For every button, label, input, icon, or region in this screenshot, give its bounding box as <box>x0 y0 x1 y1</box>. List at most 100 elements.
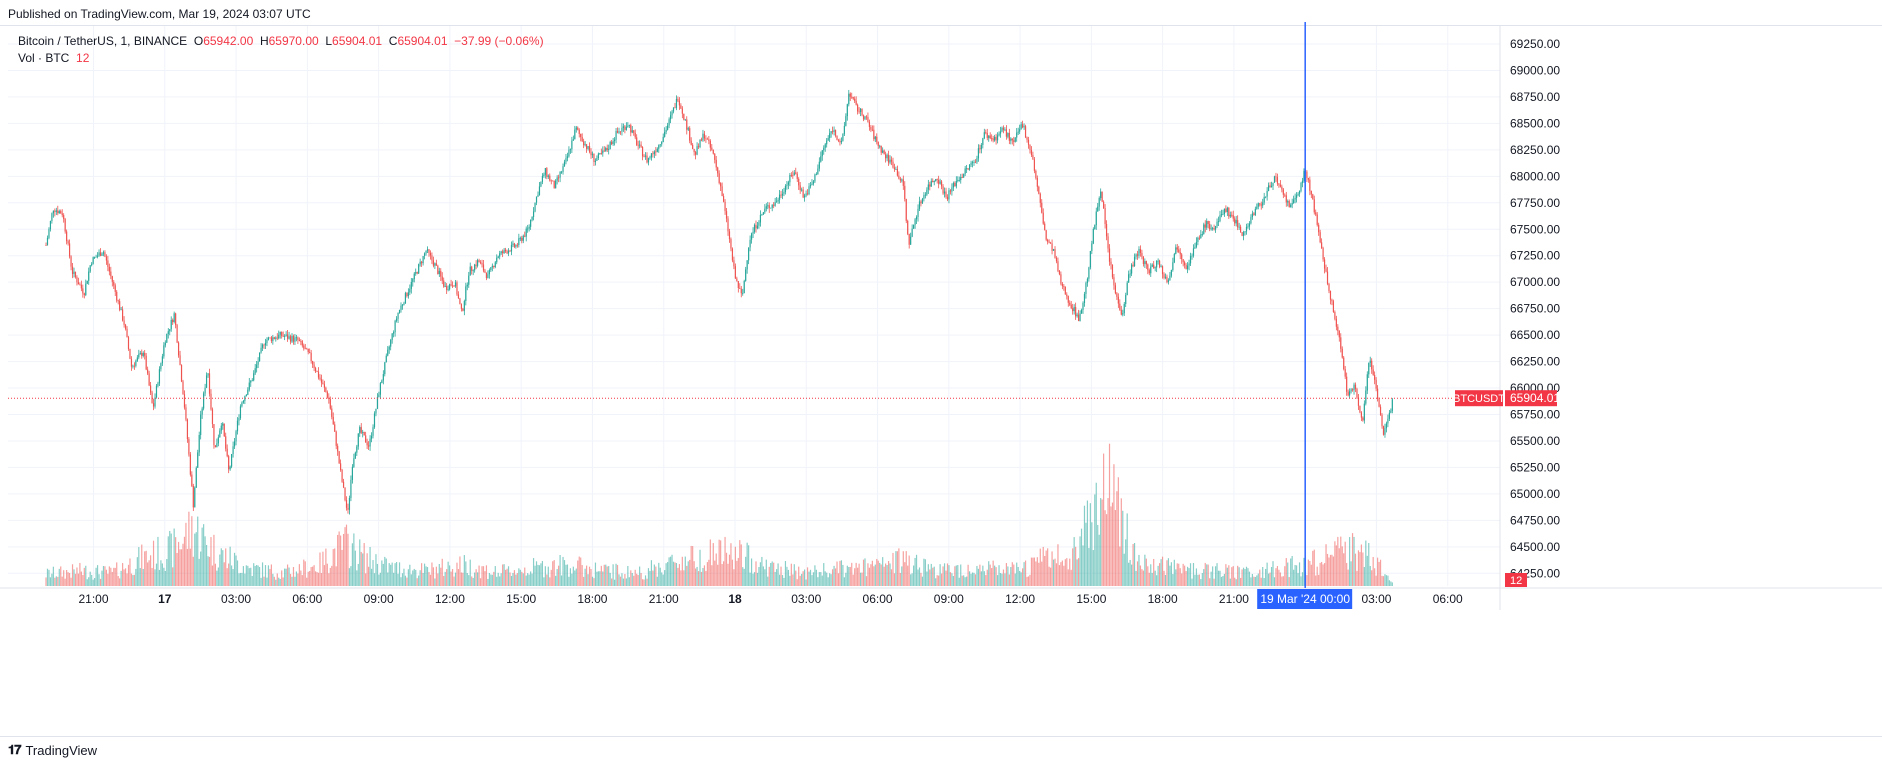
volume-bar <box>1346 562 1348 586</box>
candle-body <box>297 337 299 340</box>
volume-bar <box>329 567 331 586</box>
symbol-title[interactable]: Bitcoin / TetherUS, 1, BINANCE <box>18 34 188 48</box>
candle-body <box>774 202 776 206</box>
volume-bar <box>908 555 910 586</box>
candle-body <box>876 136 878 142</box>
volume-bar <box>260 577 262 586</box>
volume-bar <box>540 563 542 586</box>
volume-bar <box>559 555 561 586</box>
volume-bar <box>1153 558 1155 586</box>
candle-body <box>373 413 376 428</box>
volume-bar <box>494 566 496 586</box>
candle-body <box>217 437 219 444</box>
candle-body <box>849 93 851 97</box>
volume-bar <box>200 551 202 586</box>
volume-bar <box>120 570 122 586</box>
candle-body <box>354 452 356 459</box>
candle-body <box>1323 259 1326 269</box>
candle-body <box>871 129 873 131</box>
volume-bar <box>1290 558 1292 586</box>
candle-body <box>675 98 678 108</box>
volume-bar <box>401 573 404 586</box>
volume-bar <box>231 565 233 586</box>
candle-body <box>491 265 493 268</box>
volume-label[interactable]: Vol · BTC <box>18 51 70 65</box>
volume-bar <box>379 572 381 586</box>
volume-bar <box>306 577 308 586</box>
volume-bar <box>988 561 990 586</box>
volume-bar <box>1129 559 1131 586</box>
volume-bar <box>463 555 465 586</box>
volume-bar <box>435 566 437 586</box>
candle-body <box>577 127 579 130</box>
candle-body <box>232 446 234 454</box>
candle-body <box>273 337 275 339</box>
candle-body <box>91 263 93 266</box>
volume-bar <box>1197 574 1199 586</box>
candle-body <box>528 226 530 229</box>
volume-bar <box>846 565 848 586</box>
footer-brand[interactable]: TradingView <box>25 742 98 758</box>
candle-body <box>1129 273 1131 275</box>
candle-body <box>384 362 386 375</box>
volume-bar <box>555 575 557 586</box>
candle-body <box>421 261 423 264</box>
candle-body <box>590 151 592 156</box>
candle-body <box>160 363 162 370</box>
volume-bar <box>849 566 851 586</box>
candle-body <box>247 389 249 395</box>
candle-body <box>1013 140 1015 142</box>
candle-body <box>1125 295 1127 304</box>
volume-bar <box>996 575 999 586</box>
volume-bar <box>1279 572 1281 586</box>
volume-bar <box>391 562 393 586</box>
candle-body <box>1033 159 1035 171</box>
volume-bar <box>1332 556 1335 586</box>
candle-body <box>1164 276 1167 278</box>
volume-bar <box>774 571 776 586</box>
volume-bar <box>901 566 903 586</box>
candle-body <box>191 474 193 487</box>
candle-body <box>1060 274 1062 284</box>
volume-bar <box>991 568 993 586</box>
volume-bar <box>472 577 474 586</box>
y-axis: 69250.0069000.0068750.0068500.0068250.00… <box>1499 26 1560 610</box>
volume-bar <box>98 574 100 586</box>
candle-body <box>998 133 1000 136</box>
volume-bar <box>658 562 660 586</box>
candle-body <box>139 352 141 355</box>
candle-body <box>1300 183 1302 191</box>
volume-bar <box>390 564 392 586</box>
candle-body <box>1163 274 1165 278</box>
candle-body <box>777 199 779 202</box>
volume-bar <box>1181 573 1183 586</box>
candle-body <box>683 113 685 120</box>
candle-body <box>756 225 759 229</box>
volume-bar <box>491 574 493 586</box>
candle-body <box>1039 193 1041 203</box>
candle-body <box>1113 277 1115 286</box>
tradingview-logo-icon[interactable]: 𝟏𝟕 <box>8 742 22 757</box>
x-tick-label: 18:00 <box>1148 592 1178 606</box>
volume-bar <box>784 561 787 586</box>
candle-body <box>394 320 396 333</box>
candle-body <box>1269 185 1271 188</box>
candle-body <box>1004 129 1006 131</box>
candle-body <box>441 276 443 281</box>
candle-body <box>1360 412 1362 418</box>
candle-body <box>762 212 764 215</box>
candle-body <box>1322 248 1324 260</box>
volume-bar <box>292 567 295 586</box>
candle-body <box>231 453 233 467</box>
candle-body <box>1234 218 1236 224</box>
candle-body <box>1319 232 1321 243</box>
volume-bar <box>552 561 554 586</box>
volume-bar <box>1365 540 1367 586</box>
volume-bar <box>1158 563 1161 586</box>
volume-bar <box>622 578 625 586</box>
candle-body <box>824 144 826 148</box>
candle-body <box>1086 278 1089 283</box>
volume-bar <box>83 567 85 586</box>
